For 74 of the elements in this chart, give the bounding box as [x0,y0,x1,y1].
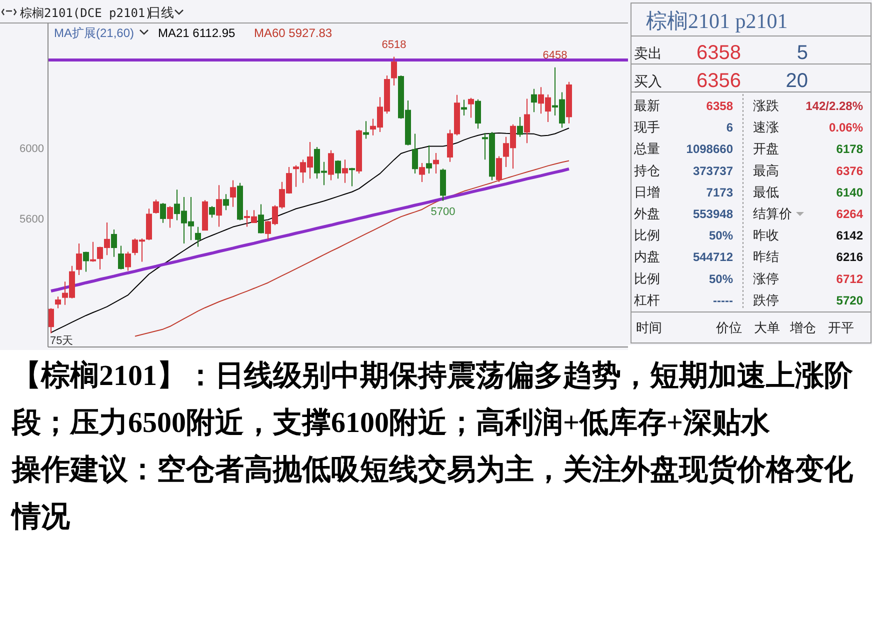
legend-title: MA扩展(21,60) [54,26,134,40]
text: 142/2.28% [806,99,864,113]
text: 速涨 [753,120,779,135]
text: 6 [726,120,734,135]
annotation: 6518 [382,38,406,51]
text: 涨停 [753,270,779,286]
annotation: 5700 [430,206,456,218]
text: 6712 [836,272,864,286]
text: 操作建议：空仓者高抛低吸短线交易为主，关注外盘现货价格变化情况 [12,452,854,535]
text: MA21 6112.95 [158,26,236,40]
text: 6358 [706,99,734,113]
text: 373737 [692,164,734,178]
candlestick [230,180,236,208]
text: 50% [708,272,734,286]
text: 5720 [836,293,864,308]
text: 6358 [696,42,741,64]
text: 5 [796,42,808,64]
text: 结算价 [753,206,792,221]
text: 【棕榈2101】：日线级别中期保持震荡偏多趋势，短期加速上涨阶段；压力6500附近，支撑6100附近；高利润+低库存+深贴水 [12,359,854,441]
text: 日增 [634,184,660,200]
text: 内盘 [634,249,660,264]
text: 最高 [753,162,779,178]
text: 外盘 [634,206,660,221]
candlestick [433,152,439,174]
candlestick [524,98,530,144]
text: 时间 [636,320,662,335]
line-series [50,167,570,293]
text: 544712 [692,250,734,264]
text: 6376 [836,164,864,178]
text: 20 [786,70,808,92]
candlestick [55,296,61,309]
text: 昨结 [753,249,779,264]
text: 最低 [753,184,779,200]
candlestick [195,226,201,248]
text: MA60 5927.83 [254,26,332,40]
text: 现手 [634,120,660,135]
text: 开平 [828,320,854,335]
text: 跌停 [753,292,779,308]
text: 0.06% [828,120,864,135]
text: 50% [708,228,734,243]
annotation: 6458 [542,49,568,62]
text: 553948 [692,207,734,221]
text: 卖出 [634,45,662,61]
text: 杠杆 [633,292,660,308]
text: 6142 [836,228,864,243]
text: 价位 [715,320,742,335]
text: 大单 [754,320,780,335]
candlestick [342,159,348,184]
text: 比例 [634,270,660,286]
annotation: 75天 [50,335,74,347]
text: 买入 [634,73,662,89]
text: 6140 [836,185,864,200]
text: 比例 [634,228,660,243]
text: 开盘 [753,141,779,156]
text: 6216 [836,250,864,264]
text: 1098660 [686,142,734,156]
text: 7173 [706,185,734,200]
text: 昨收 [753,228,779,243]
text: 持仓 [634,162,660,178]
text: 最新 [634,98,660,113]
candlestick [111,229,117,258]
y-tick-label: 6000 [20,142,44,155]
text: 总量 [633,141,660,156]
text: 棕榈2101 p2101 [646,9,788,33]
candlestick [216,184,222,228]
text: ----- [713,293,733,308]
y-tick-label: 5600 [20,213,44,226]
text: 6178 [836,142,864,156]
text: 6264 [836,207,864,221]
text: 涨跌 [753,98,779,113]
candlestick [412,133,418,174]
text: 6356 [696,70,741,92]
candlestick [531,88,537,113]
text: 增仓 [789,320,816,335]
